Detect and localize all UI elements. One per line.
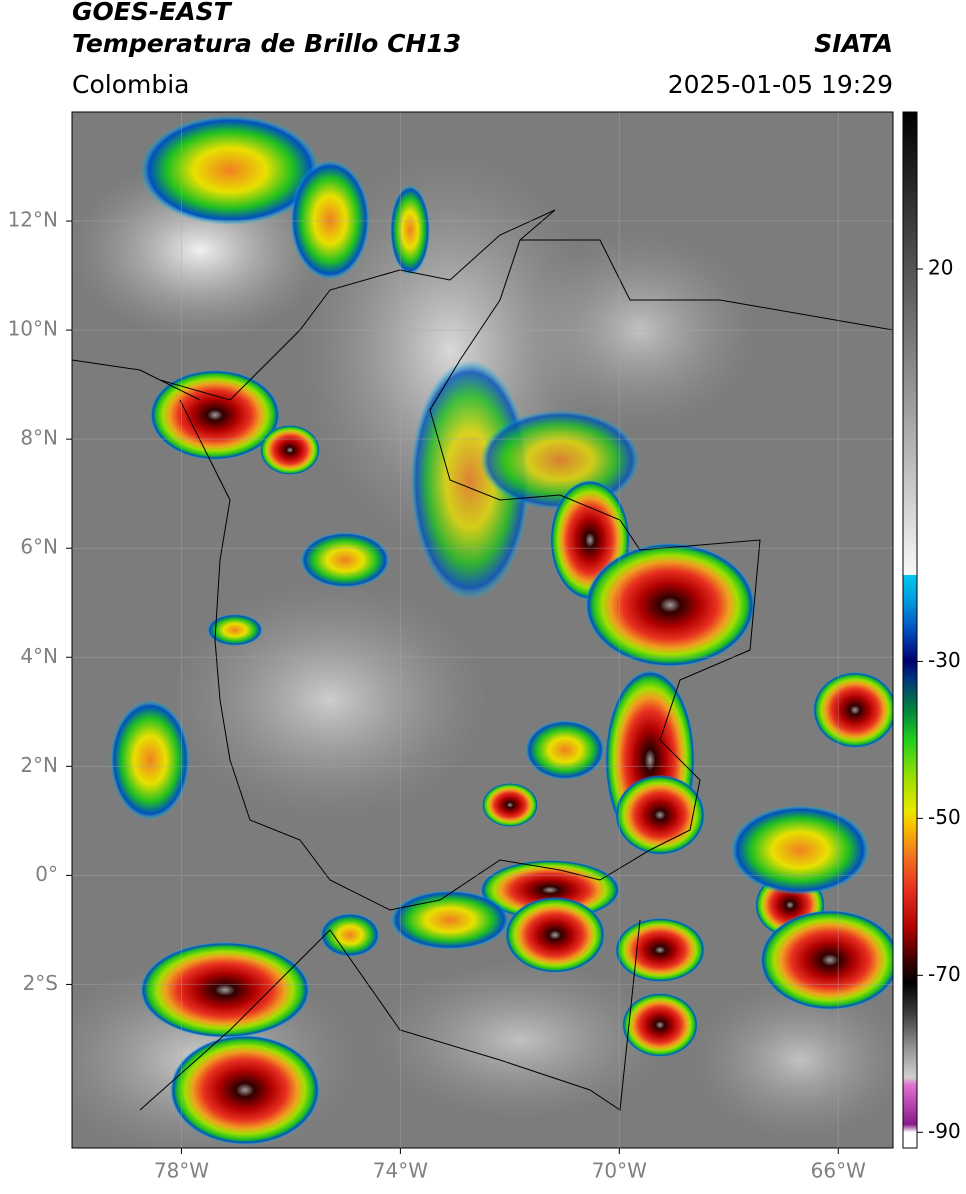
y-tick-label: 10°N bbox=[8, 317, 58, 341]
satellite-image bbox=[72, 112, 893, 1148]
title: GOES-EAST bbox=[72, 0, 233, 26]
y-tick-label: 2°S bbox=[23, 971, 58, 995]
colorbar-tick-label: 20 bbox=[928, 255, 953, 279]
subtitle: Temperatura de Brillo CH13 bbox=[72, 29, 461, 58]
x-tick-label: 70°W bbox=[592, 1159, 647, 1183]
timestamp: 2025-01-05 19:29 bbox=[668, 70, 893, 99]
source: SIATA bbox=[814, 29, 893, 58]
colorbar bbox=[902, 111, 918, 1149]
y-tick-label: 12°N bbox=[8, 208, 58, 232]
x-tick-label: 78°W bbox=[154, 1159, 209, 1183]
y-tick-label: 6°N bbox=[20, 535, 58, 559]
colorbar-tick-label: -70 bbox=[928, 962, 961, 986]
x-tick-label: 66°W bbox=[811, 1159, 866, 1183]
y-tick-label: 2°N bbox=[20, 753, 58, 777]
map-frame bbox=[71, 111, 894, 1149]
colorbar-tick-label: -50 bbox=[928, 805, 961, 829]
y-tick-label: 4°N bbox=[20, 644, 58, 668]
colorbar-tick-label: -30 bbox=[928, 648, 961, 672]
y-tick-label: 0° bbox=[35, 862, 58, 886]
colorbar-tick-label: -90 bbox=[928, 1119, 961, 1143]
x-tick-label: 74°W bbox=[373, 1159, 428, 1183]
y-tick-label: 8°N bbox=[20, 426, 58, 450]
region: Colombia bbox=[72, 70, 189, 99]
